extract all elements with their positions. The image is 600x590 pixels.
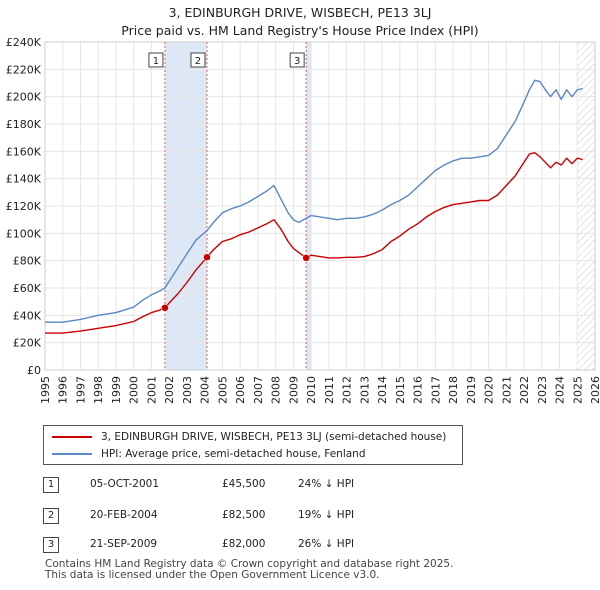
sale-marker-badge — [148, 52, 164, 68]
x-tick-label: 2020 — [483, 376, 496, 404]
x-tick-label: 2021 — [500, 376, 513, 404]
legend: 3, EDINBURGH DRIVE, WISBECH, PE13 3LJ (s… — [43, 425, 463, 465]
legend-hpi-line-swatch — [52, 453, 92, 455]
x-tick-label: 1997 — [74, 376, 87, 404]
y-tick-label: £20K — [13, 337, 42, 350]
x-tick-label: 1999 — [110, 376, 123, 404]
transaction-price: £45,500 — [222, 478, 266, 490]
x-tick-label: 2025 — [571, 376, 584, 404]
x-tick-label: 2017 — [429, 376, 442, 404]
x-tick-label: 2001 — [145, 376, 158, 404]
transaction-hpi-diff: 26% ↓ HPI — [298, 538, 355, 550]
x-tick-label: 1996 — [57, 376, 70, 404]
price-line — [45, 152, 583, 334]
x-tick-label: 2018 — [447, 376, 460, 404]
x-tick-label: 2008 — [270, 376, 283, 404]
transaction-number: 2 — [43, 508, 59, 524]
y-tick-label: £140K — [6, 173, 42, 186]
x-tick-label: 2019 — [465, 376, 478, 404]
legend-price-line-swatch — [52, 436, 92, 438]
x-tick-label: 2006 — [234, 376, 247, 404]
sale-marker-badge — [289, 52, 305, 68]
x-tick-label: 2012 — [341, 376, 354, 404]
x-tick-label: 2010 — [305, 376, 318, 404]
x-tick-label: 2024 — [554, 376, 567, 404]
transaction-hpi-diff: 19% ↓ HPI — [298, 509, 355, 521]
x-tick-label: 2026 — [589, 376, 600, 404]
y-tick-label: £100K — [6, 227, 42, 240]
plot-border — [44, 41, 596, 371]
x-tick-label: 2015 — [394, 376, 407, 404]
sale-point — [203, 253, 211, 261]
x-tick-label: 2000 — [128, 376, 141, 404]
legend-price-label: 3, EDINBURGH DRIVE, WISBECH, PE13 3LJ (s… — [101, 431, 447, 443]
x-tick-label: 2016 — [412, 376, 425, 404]
y-tick-label: £200K — [6, 91, 42, 104]
x-tick-label: 2004 — [199, 376, 212, 404]
transaction-number: 1 — [43, 477, 59, 493]
sale-marker-label: 1 — [153, 56, 159, 67]
transaction-price: £82,500 — [222, 509, 266, 521]
hpi-line — [45, 79, 583, 323]
y-tick-label: £60K — [13, 282, 42, 295]
transaction-date: 21-SEP-2009 — [90, 538, 158, 550]
x-tick-label: 2023 — [536, 376, 549, 404]
sale-marker-badge — [190, 52, 206, 68]
x-tick-label: 2007 — [252, 376, 265, 404]
transaction-date: 05-OCT-2001 — [90, 478, 159, 490]
footer-copyright: Contains HM Land Registry data © Crown c… — [45, 558, 454, 570]
x-tick-label: 1998 — [92, 376, 105, 404]
sale-point — [161, 304, 169, 312]
transaction-price: £82,000 — [222, 538, 266, 550]
x-tick-label: 2005 — [216, 376, 229, 404]
y-tick-label: £80K — [13, 255, 42, 268]
legend-hpi-label: HPI: Average price, semi-detached house,… — [101, 448, 366, 460]
transaction-number: 3 — [43, 537, 59, 553]
y-tick-label: £0 — [27, 364, 41, 377]
x-tick-label: 1995 — [39, 376, 52, 404]
sale-marker-label: 2 — [195, 56, 201, 67]
y-tick-label: £220K — [6, 63, 42, 76]
x-tick-label: 2003 — [181, 376, 194, 404]
footer-licence: This data is licensed under the Open Gov… — [45, 569, 380, 581]
x-tick-label: 2014 — [376, 376, 389, 404]
page-title: 3, EDINBURGH DRIVE, WISBECH, PE13 3LJ — [168, 5, 432, 20]
x-tick-label: 2011 — [323, 376, 336, 404]
page-subtitle: Price paid vs. HM Land Registry's House … — [121, 23, 479, 38]
x-tick-label: 2002 — [163, 376, 176, 404]
sale-point — [302, 254, 310, 262]
y-tick-label: £120K — [6, 200, 42, 213]
x-tick-label: 2013 — [358, 376, 371, 404]
sale-marker-label: 3 — [294, 56, 300, 67]
y-tick-label: £160K — [6, 145, 42, 158]
transaction-date: 20-FEB-2004 — [90, 509, 158, 521]
transaction-hpi-diff: 24% ↓ HPI — [298, 478, 355, 490]
y-tick-label: £40K — [13, 309, 42, 322]
y-tick-label: £180K — [6, 118, 42, 131]
y-tick-label: £240K — [6, 36, 42, 49]
footer: Contains HM Land Registry data © Crown c… — [45, 559, 453, 581]
x-tick-label: 2009 — [287, 376, 300, 404]
price-chart: £0 £20K £40K £60K £80K £100K £120K £140K £160K £1… — [6, 36, 600, 404]
x-tick-label: 2022 — [518, 376, 531, 404]
